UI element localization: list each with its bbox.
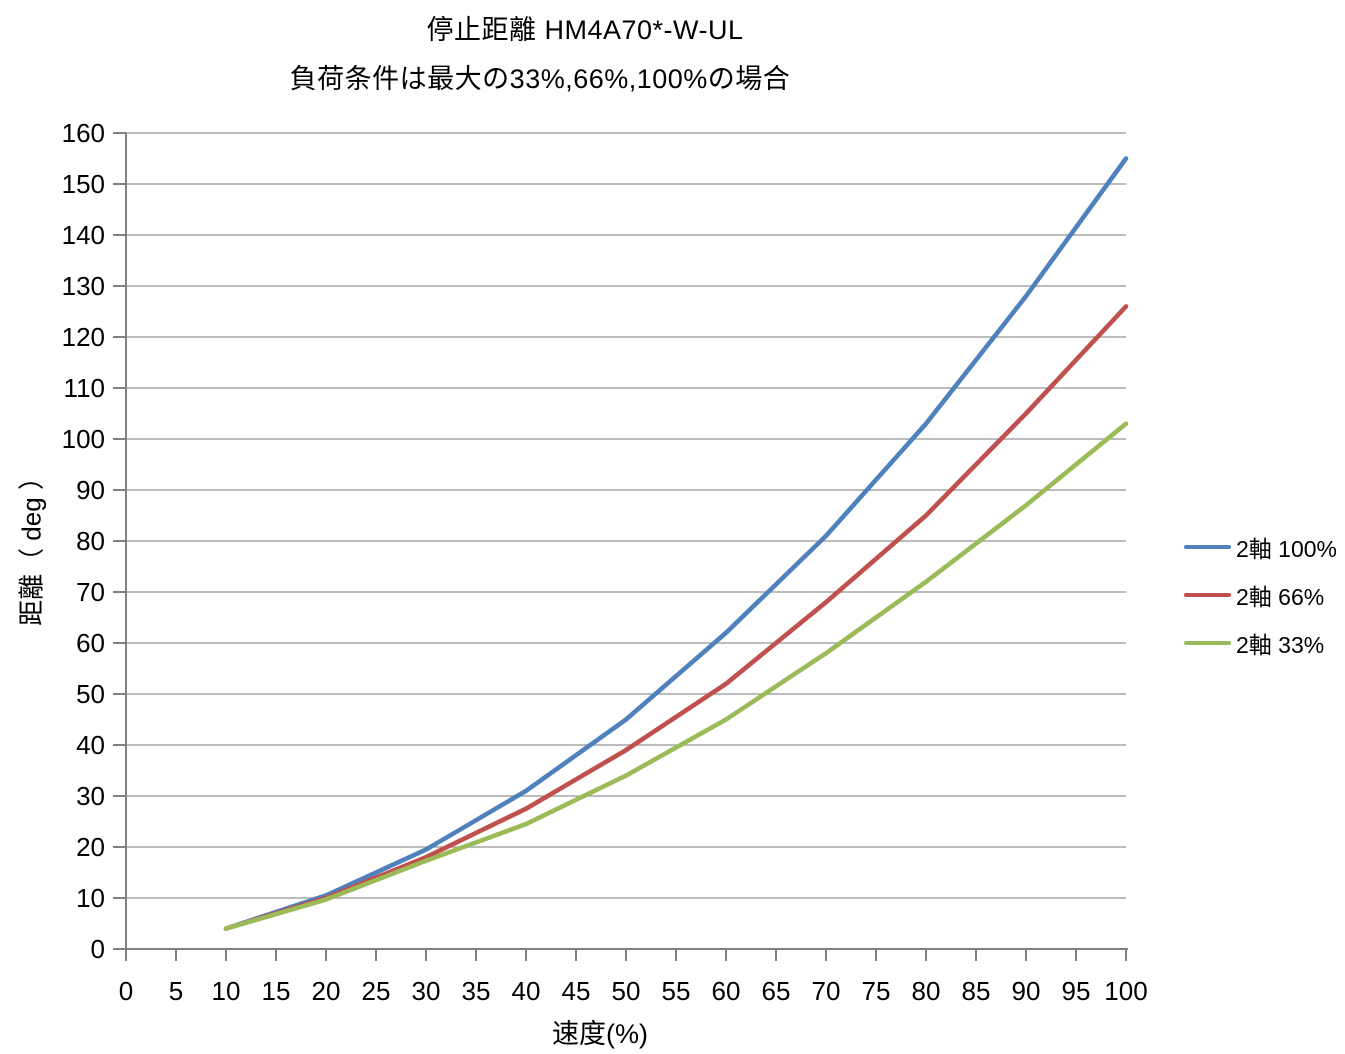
y-tick-label: 50 — [76, 679, 105, 709]
x-tick-label: 25 — [362, 976, 391, 1006]
series-line-1 — [223, 156, 1129, 931]
x-tick-label: 45 — [562, 976, 591, 1006]
x-tick-label: 40 — [512, 976, 541, 1006]
x-tick-label: 5 — [169, 976, 183, 1006]
series-line-2 — [223, 304, 1129, 931]
x-tick-label: 85 — [962, 976, 991, 1006]
y-tick-label: 90 — [76, 475, 105, 505]
x-tick-label: 10 — [212, 976, 241, 1006]
x-tick-label: 65 — [762, 976, 791, 1006]
chart-title: 停止距離 HM4A70*-W-UL — [426, 15, 744, 45]
y-tick-label: 160 — [62, 118, 105, 148]
x-tick-label: 90 — [1012, 976, 1041, 1006]
x-tick-label: 20 — [312, 976, 341, 1006]
y-tick-label: 130 — [62, 271, 105, 301]
legend-item: 2軸 100% — [1184, 523, 1337, 571]
legend-item: 2軸 33% — [1184, 619, 1337, 667]
y-axis-title: 距離（ deg ） — [16, 464, 47, 626]
x-tick-label: 100 — [1104, 976, 1147, 1006]
x-tick-label: 95 — [1062, 976, 1091, 1006]
y-tick-label: 80 — [76, 526, 105, 556]
legend-label: 2軸 100% — [1236, 536, 1338, 562]
y-tick-label: 30 — [76, 781, 105, 811]
y-tick-label: 110 — [64, 373, 105, 403]
y-tick-label: 0 — [91, 934, 105, 964]
legend-line-swatch-icon — [1184, 592, 1231, 598]
y-tick-label: 40 — [76, 730, 105, 760]
x-tick-label: 35 — [462, 976, 491, 1006]
y-tick-label: 20 — [76, 832, 105, 862]
x-tick-label: 60 — [712, 976, 741, 1006]
legend-label: 2軸 33% — [1236, 632, 1325, 658]
legend-label: 2軸 66% — [1236, 584, 1325, 610]
x-tick-label: 70 — [812, 976, 841, 1006]
x-tick-label: 80 — [912, 976, 941, 1006]
x-tick-label: 30 — [412, 976, 441, 1006]
x-tick-label: 15 — [262, 976, 291, 1006]
y-tick-label: 150 — [62, 169, 105, 199]
y-tick-label: 10 — [76, 883, 105, 913]
x-axis-title: 速度(%) — [552, 1019, 648, 1049]
y-tick-label: 140 — [62, 220, 105, 250]
x-tick-label: 55 — [662, 976, 691, 1006]
series-line-3 — [223, 421, 1129, 931]
legend-line-swatch-icon — [1184, 544, 1231, 550]
y-tick-label: 120 — [62, 322, 105, 352]
legend: 2軸 100% 2軸 66% 2軸 33% — [1184, 523, 1337, 667]
legend-item: 2軸 66% — [1184, 571, 1337, 619]
y-tick-label: 70 — [76, 577, 105, 607]
x-tick-label: 75 — [862, 976, 891, 1006]
x-tick-label: 50 — [612, 976, 641, 1006]
y-tick-label: 100 — [62, 424, 105, 454]
y-tick-label: 60 — [76, 628, 105, 658]
x-tick-label: 0 — [119, 976, 133, 1006]
legend-line-swatch-icon — [1184, 640, 1231, 646]
chart-subtitle: 負荷条件は最大の33%,66%,100%の場合 — [289, 64, 791, 94]
